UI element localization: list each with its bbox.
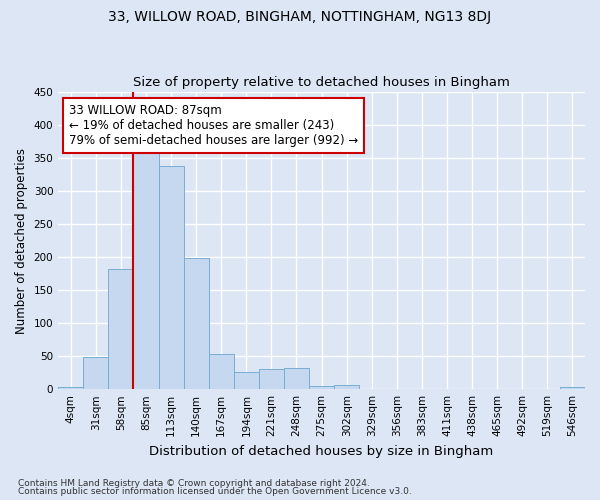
Bar bbox=[234, 372, 259, 389]
Bar bbox=[359, 388, 385, 389]
Bar bbox=[109, 269, 133, 389]
Bar bbox=[259, 368, 284, 389]
Text: 33, WILLOW ROAD, BINGHAM, NOTTINGHAM, NG13 8DJ: 33, WILLOW ROAD, BINGHAM, NOTTINGHAM, NG… bbox=[109, 10, 491, 24]
Bar bbox=[83, 358, 109, 389]
Bar bbox=[58, 387, 83, 389]
Text: Contains public sector information licensed under the Open Government Licence v3: Contains public sector information licen… bbox=[18, 487, 412, 496]
Bar bbox=[184, 258, 209, 389]
Text: Contains HM Land Registry data © Crown copyright and database right 2024.: Contains HM Land Registry data © Crown c… bbox=[18, 478, 370, 488]
Text: 33 WILLOW ROAD: 87sqm
← 19% of detached houses are smaller (243)
79% of semi-det: 33 WILLOW ROAD: 87sqm ← 19% of detached … bbox=[69, 104, 358, 147]
Bar bbox=[133, 145, 158, 389]
Bar bbox=[334, 385, 359, 389]
Bar bbox=[284, 368, 309, 389]
X-axis label: Distribution of detached houses by size in Bingham: Distribution of detached houses by size … bbox=[149, 444, 494, 458]
Bar bbox=[309, 386, 334, 389]
Bar bbox=[560, 387, 585, 389]
Y-axis label: Number of detached properties: Number of detached properties bbox=[15, 148, 28, 334]
Bar bbox=[209, 354, 234, 389]
Bar bbox=[158, 166, 184, 389]
Title: Size of property relative to detached houses in Bingham: Size of property relative to detached ho… bbox=[133, 76, 510, 90]
